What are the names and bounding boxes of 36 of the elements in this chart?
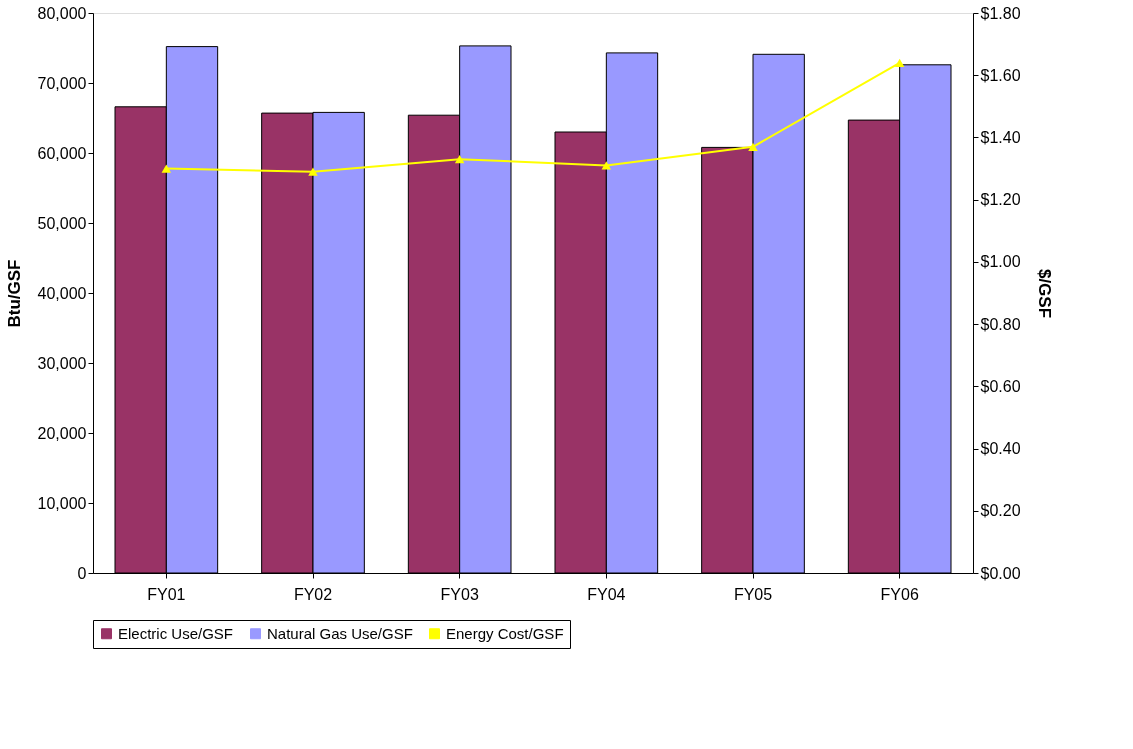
y-tick-label: 60,000 <box>37 144 87 162</box>
point <box>454 155 465 164</box>
point <box>748 142 758 151</box>
y-axis-title: Btu/GSF <box>4 259 24 328</box>
x-tick-label: FY03 <box>440 585 479 603</box>
y2-tick-label: $1.40 <box>980 128 1021 146</box>
y2-tick-label: $1.00 <box>980 253 1021 271</box>
legend-label: Natural Gas Use/GSF <box>267 624 413 642</box>
y2-tick-label: $1.20 <box>980 191 1021 209</box>
y-tick-label: 20,000 <box>37 424 87 442</box>
y-tick-label: 0 <box>77 564 87 582</box>
point <box>308 167 318 176</box>
legend-label: Energy Cost/GSF <box>446 624 564 642</box>
x-tick-label: FY01 <box>147 585 186 603</box>
x-tick-label: FY04 <box>587 585 626 603</box>
y-tick-label: 50,000 <box>37 214 87 232</box>
y-tick-label: 30,000 <box>37 354 87 372</box>
y2-tick-label: $0.60 <box>980 377 1021 395</box>
point <box>894 58 905 67</box>
y2-axis-title: $/GSF <box>1034 268 1054 319</box>
point <box>161 164 172 173</box>
y2-tick-label: $1.80 <box>980 4 1021 22</box>
y-tick-label: 10,000 <box>37 494 87 512</box>
y-tick-label: 80,000 <box>37 4 87 22</box>
y-tick-label: 40,000 <box>37 284 87 302</box>
x-tick-label: FY02 <box>293 585 333 603</box>
legend-label: Electric Use/GSF <box>118 624 234 642</box>
point <box>601 161 612 170</box>
y-tick-label: 70,000 <box>37 74 87 92</box>
y2-tick-label: $0.80 <box>980 315 1021 333</box>
y2-tick-label: $0.00 <box>980 564 1021 582</box>
x-tick-label: FY06 <box>880 585 919 603</box>
y2-tick-label: $1.60 <box>980 66 1021 84</box>
y2-tick-label: $0.40 <box>980 440 1021 458</box>
y2-tick-label: $0.20 <box>980 502 1021 520</box>
x-tick-label: FY05 <box>733 585 773 603</box>
